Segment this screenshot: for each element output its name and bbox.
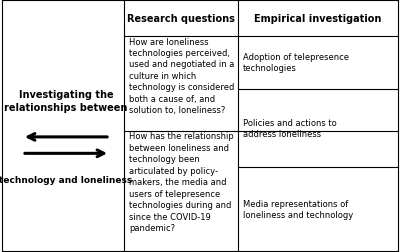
Text: Research questions: Research questions <box>127 14 235 24</box>
Text: How has the relationship
between loneliness and
technology been
articulated by p: How has the relationship between lonelin… <box>129 132 234 232</box>
Text: technology and loneliness: technology and loneliness <box>0 176 133 185</box>
Text: Empirical investigation: Empirical investigation <box>254 14 382 24</box>
Text: Investigating the
relationships between: Investigating the relationships between <box>4 89 128 112</box>
Text: Adoption of telepresence
technologies: Adoption of telepresence technologies <box>243 53 349 73</box>
Text: Policies and actions to
address loneliness: Policies and actions to address loneline… <box>243 118 336 139</box>
Text: How are loneliness
technologies perceived,
used and negotiated in a
culture in w: How are loneliness technologies perceive… <box>129 38 234 115</box>
Text: Media representations of
loneliness and technology: Media representations of loneliness and … <box>243 199 353 219</box>
